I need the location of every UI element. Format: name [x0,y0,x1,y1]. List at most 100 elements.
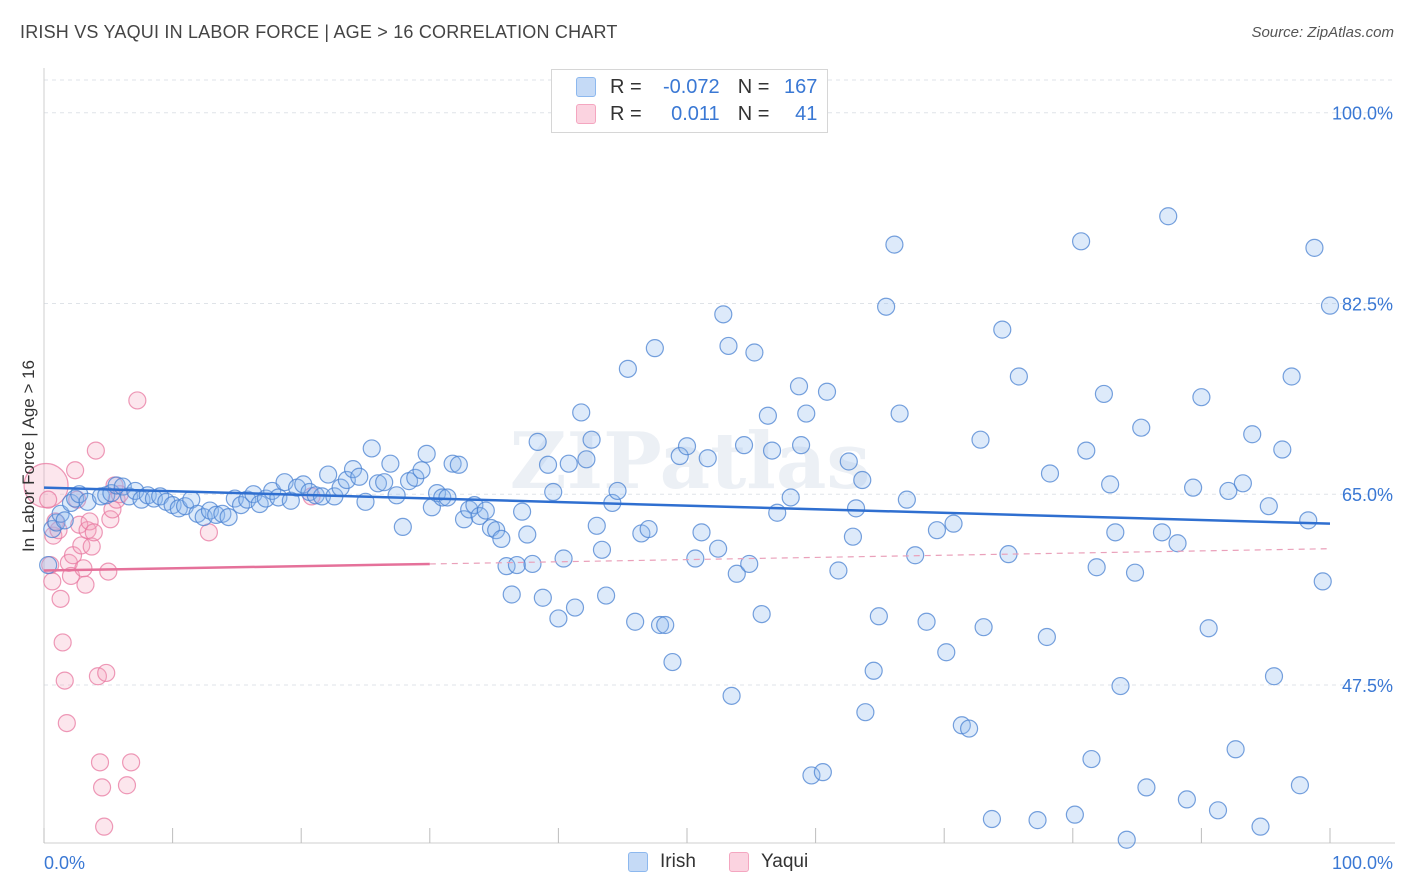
source-label: Source: ZipAtlas.com [1251,24,1394,41]
point-irish [438,488,457,507]
point-irish [656,615,675,635]
point-yaqui [80,512,99,531]
point-yaqui [82,537,101,556]
point-irish [714,305,733,324]
point-irish [1264,667,1284,686]
point-irish [927,521,947,540]
point-irish [502,585,521,604]
point-irish [626,612,645,631]
point-irish [797,404,816,423]
point-yaqui [128,391,147,410]
point-irish [727,564,746,583]
point-irish [597,586,616,605]
point-irish [1106,523,1125,542]
point-irish [885,235,904,254]
point-irish [1305,238,1324,257]
point-irish [974,618,993,637]
point-irish [1132,418,1151,437]
point-irish [890,404,909,423]
point-yaqui [90,753,110,772]
point-irish [639,519,658,539]
point-irish [853,470,872,490]
x-tick-label: 100.0% [1332,853,1393,873]
point-irish [1094,384,1114,404]
point-irish [443,454,462,473]
point-irish [1299,511,1318,530]
point-irish [982,809,1002,829]
point-irish [608,481,627,501]
point-irish [709,539,728,558]
point-irish [1199,619,1218,638]
y-tick-label: 100.0% [1332,104,1393,124]
point-irish [587,516,606,535]
point-yaqui [84,523,103,542]
y-axis-label: In Labor Force | Age > 16 [19,360,38,552]
point-irish [1071,232,1091,251]
legend-row-yaqui: R = 0.011 N = 41 [576,102,817,126]
point-irish [219,507,238,527]
point-yaqui [86,441,105,460]
point-yaqui [122,753,141,772]
y-tick-label: 82.5% [1342,294,1393,314]
point-irish [362,439,381,458]
y-tick-label: 47.5% [1342,676,1393,696]
point-irish [1125,563,1145,582]
point-irish [869,607,888,626]
point-irish [740,554,759,574]
trend-lines [43,486,1331,572]
point-yaqui [199,523,218,542]
legend-swatch-yaqui [729,852,749,872]
point-irish [650,615,670,635]
point-irish [412,461,431,480]
legend-swatch-yaqui [576,104,596,124]
point-irish [1259,497,1278,516]
point-irish [645,339,664,358]
point-irish [572,403,591,422]
point-irish [1251,817,1270,836]
point-irish [692,523,711,542]
point-irish [1037,627,1056,647]
point-irish [393,517,412,537]
point-irish [1077,441,1096,460]
point-irish [789,377,809,396]
point-irish [719,336,738,356]
point-irish [1320,296,1340,315]
point-irish [686,549,705,568]
legend-swatch-irish [628,852,648,872]
point-yaqui [55,671,74,690]
point-irish [944,514,963,533]
watermark: ZIPatlas [510,416,871,507]
point-yaqui [53,633,72,652]
point-yaqui [95,817,114,836]
point-irish [802,766,821,785]
series-legend: Irish Yaqui [0,851,1406,877]
point-irish [544,482,563,502]
legend-label-yaqui: Yaqui [761,851,809,872]
point-yaqui [51,589,70,608]
point-irish [55,511,74,530]
point-irish [734,436,754,455]
series-yaqui [23,391,321,836]
point-irish [1152,523,1172,542]
point-irish [449,455,468,474]
point-irish [877,297,896,316]
point-irish [752,604,771,624]
point-irish [582,430,601,449]
point-irish [381,454,400,473]
point-irish [1243,425,1262,444]
point-irish [368,474,388,493]
point-irish [1009,367,1028,386]
point-irish [387,486,406,505]
trend-line-yaqui [43,562,430,572]
trend-line-yaqui-extension [429,548,1331,565]
legend-r-label: R = [610,75,642,98]
legend-row-irish: R = -0.072 N = 167 [576,75,817,99]
point-irish [454,510,474,529]
point-irish [745,343,764,362]
point-irish [592,540,612,559]
point-irish [839,452,858,471]
point-irish [1028,811,1047,830]
point-irish [722,686,741,705]
point-irish [549,609,568,628]
axes [43,68,1395,844]
